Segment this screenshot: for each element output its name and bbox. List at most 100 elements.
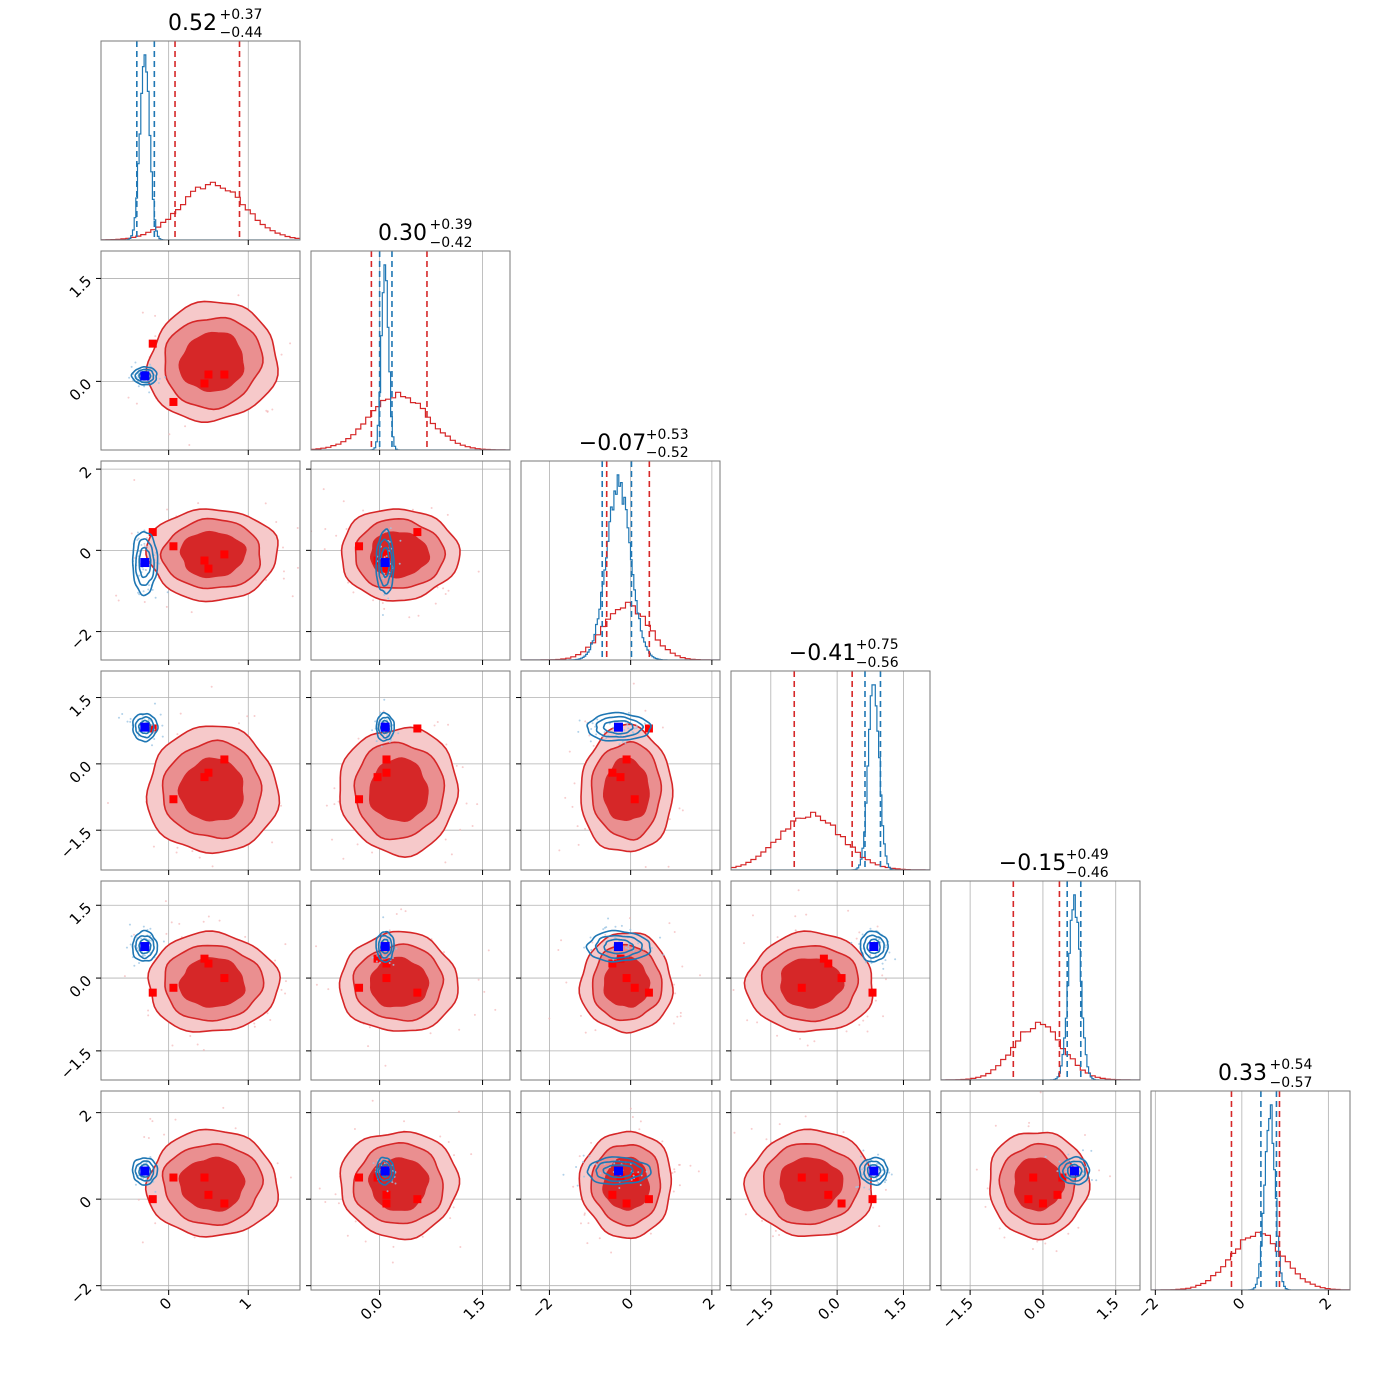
contour-blue-outer (131, 929, 159, 962)
x-tick-label: 1.5 (1093, 1294, 1123, 1324)
scatter-point (671, 1172, 674, 1175)
scatter-point-blue (391, 1181, 394, 1184)
scatter-point-blue (627, 944, 630, 947)
panel-5-3: −1.5 0.0 1.5 (726, 1090, 931, 1333)
truth-marker-red (1029, 1173, 1038, 1182)
scatter-point (805, 913, 808, 916)
scatter-point (774, 1229, 777, 1232)
scatter-point-blue (855, 1186, 858, 1189)
contour-blue-mid (863, 934, 885, 959)
scatter-point-blue (375, 960, 378, 963)
contour-blue-mid (595, 715, 645, 738)
scatter-point-blue (614, 925, 617, 928)
panel-1-0: 0.0 1.5 (66, 250, 301, 455)
scatter-point (163, 1133, 166, 1136)
scatter-point (882, 1015, 885, 1018)
panel-3-1 (306, 670, 511, 875)
title-plus-2: +0.53 (646, 427, 689, 443)
scatter-point (598, 1237, 601, 1240)
scatter-point-blue (385, 530, 388, 533)
truth-marker-red (355, 795, 364, 804)
truth-marker-blue (140, 371, 150, 381)
scatter-point (476, 803, 479, 806)
panel-title-0: 0.52 (168, 11, 217, 36)
scatter-point-blue (150, 939, 153, 942)
truth-marker-red (622, 974, 631, 983)
scatter-point (487, 949, 490, 952)
panel-frame (940, 880, 1141, 1081)
y-tick-label: 1.5 (66, 272, 96, 302)
scatter-point-blue (1078, 1170, 1081, 1173)
truth-marker-red (382, 550, 391, 559)
scatter-point-blue (620, 924, 623, 927)
scatter-point (586, 1242, 589, 1245)
y-tick-label: 1.5 (66, 691, 96, 721)
truth-marker-red (148, 528, 157, 537)
scatter-point-blue (1044, 1155, 1047, 1158)
scatter-point (253, 715, 256, 718)
title-plus-5: +0.54 (1270, 1057, 1313, 1073)
panel-5-5: 0.33 +0.54 −0.57 −2 0 2 (1134, 1057, 1351, 1322)
scatter-point (1098, 1169, 1101, 1172)
truth-marker-red (797, 1173, 806, 1182)
scatter-point (742, 942, 745, 945)
scatter-point (193, 1236, 196, 1239)
scatter-point (188, 443, 191, 446)
scatter-point-blue (1065, 1170, 1068, 1173)
scatter-point (143, 1135, 146, 1138)
title-minus-2: −0.52 (646, 445, 689, 461)
scatter-point-blue (371, 729, 374, 732)
title-plus-3: +0.75 (856, 637, 899, 653)
truth-marker-red (200, 1173, 209, 1182)
y-tick-label: −2 (67, 625, 95, 653)
scatter-point (884, 978, 887, 981)
truth-marker-red (382, 959, 391, 968)
histogram-blue (521, 474, 720, 660)
truth-marker-red (169, 397, 178, 406)
scatter-point (879, 1174, 882, 1177)
scatter-point (628, 917, 631, 920)
scatter-point (564, 796, 567, 799)
scatter-point (246, 715, 249, 718)
histogram-blue (731, 684, 930, 870)
truth-marker-red (630, 795, 639, 804)
scatter-point-blue (395, 947, 398, 950)
scatter-point (179, 712, 182, 715)
scatter-point-blue (582, 1154, 585, 1157)
scatter-point-blue (398, 562, 401, 565)
truth-marker-blue (1069, 1166, 1079, 1176)
contour-blue-mid (378, 538, 393, 587)
scatter-point-blue (602, 928, 605, 931)
scatter-point-blue (626, 723, 629, 726)
scatter-point (211, 865, 214, 868)
scatter-point (459, 1245, 462, 1248)
scatter-point-blue (138, 550, 141, 553)
scatter-point-blue (1067, 1153, 1070, 1156)
scatter-point (884, 1188, 887, 1191)
scatter-point (874, 999, 877, 1002)
scatter-point (724, 1003, 726, 1005)
scatter-point-blue (158, 377, 161, 380)
scatter-point (154, 1222, 157, 1225)
scatter-point-blue (129, 943, 132, 946)
truth-marker-red (622, 1199, 631, 1208)
scatter-point-blue (144, 568, 147, 571)
scatter-point (699, 974, 702, 977)
scatter-point-blue (627, 711, 630, 714)
y-tick-label: 0.0 (66, 972, 96, 1002)
contour-blue-inner (866, 1164, 882, 1179)
scatter-point-blue (890, 1173, 893, 1176)
scatter-point (371, 1099, 374, 1102)
x-tick-label: 1.5 (881, 1294, 911, 1324)
scatter-point-blue (613, 1162, 616, 1165)
scatter-point-blue (623, 729, 626, 732)
truth-marker-blue (613, 1166, 623, 1176)
scatter-point (324, 528, 327, 531)
scatter-point (322, 488, 325, 491)
scatter-point-blue (142, 568, 145, 571)
scatter-point (445, 743, 448, 746)
scatter-point-blue (874, 954, 877, 957)
truth-marker-blue (613, 722, 623, 732)
panel-frame (520, 460, 721, 661)
scatter-point (315, 983, 318, 986)
